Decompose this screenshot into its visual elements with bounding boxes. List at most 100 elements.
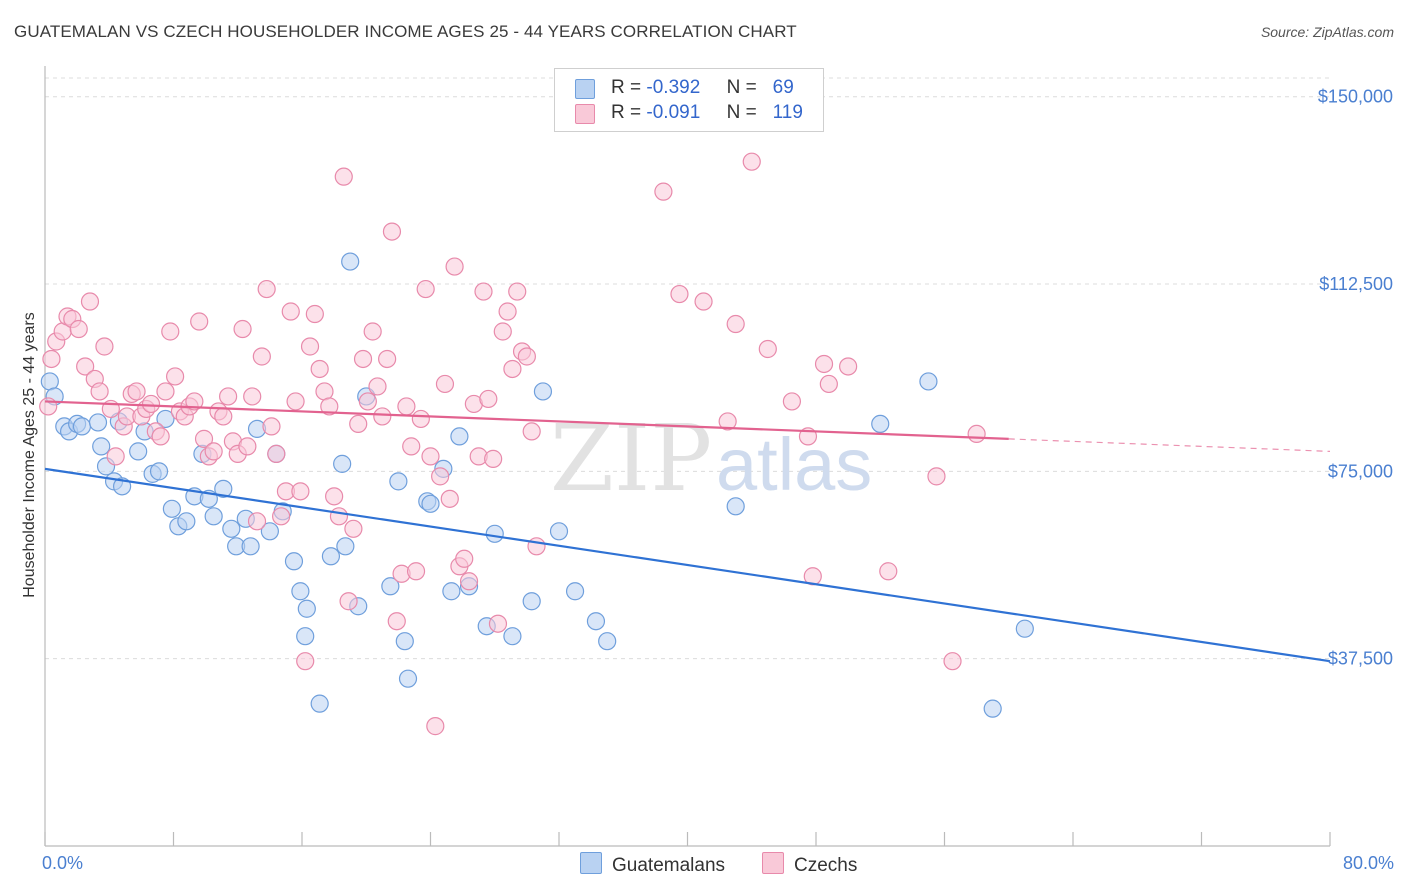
point-czechs [484,449,503,468]
point-czechs [190,312,209,331]
point-guatemalans [398,669,418,688]
point-guatemalans [291,582,310,601]
chart-title: GUATEMALAN VS CZECH HOUSEHOLDER INCOME A… [14,22,797,41]
bottom-legend-czechs: Czechs [762,852,857,877]
point-guatemalans [549,522,569,541]
bottom-legend-swatch-guatemalans [580,852,602,874]
point-czechs [455,549,474,568]
point-guatemalans [983,699,1002,718]
point-czechs [382,222,402,241]
point-guatemalans [919,372,938,391]
point-czechs [69,319,88,339]
point-guatemalans [336,537,355,556]
point-czechs [90,382,109,401]
point-guatemalans [204,507,223,526]
legend-n-value: 69 [772,77,794,98]
point-czechs [459,572,479,591]
point-guatemalans [485,524,504,543]
point-czechs [421,447,440,466]
y-axis-title: Householder Income Ages 25 - 44 years [21,312,38,598]
y-tick-label: $37,500 [1328,649,1393,669]
legend-swatch-czechs [575,104,595,124]
trend-line-czechs [44,400,1009,440]
point-czechs [243,387,262,406]
point-guatemalans [241,537,260,556]
point-czechs [416,279,435,299]
point-czechs [927,467,946,486]
point-guatemalans [522,592,541,611]
point-czechs [368,377,387,396]
point-guatemalans [871,414,890,434]
point-czechs [185,392,204,411]
point-guatemalans [129,442,148,461]
point-czechs [42,349,61,369]
point-czechs [76,357,95,376]
point-czechs [373,407,392,426]
point-czechs [166,367,185,386]
point-guatemalans [40,372,59,391]
point-czechs [397,397,416,416]
point-czechs [517,347,536,366]
point-guatemalans [586,612,606,631]
point-czechs [358,392,377,411]
point-czechs [257,279,276,299]
point-czechs [353,349,373,369]
point-czechs [320,397,339,416]
point-czechs [334,167,353,186]
point-guatemalans [503,627,522,646]
point-czechs [522,422,541,441]
point-czechs [238,437,257,456]
point-czechs [967,424,986,444]
point-guatemalans [341,252,360,271]
point-guatemalans [297,599,316,618]
correlation-legend: R = -0.392 N = 69 R = -0.091 N = 119 [554,68,824,132]
point-czechs [426,717,445,736]
point-czechs [141,394,161,414]
point-czechs [233,319,252,339]
point-czechs [286,392,305,411]
point-czechs [498,302,517,321]
y-tick-label: $75,000 [1328,461,1393,481]
point-guatemalans [321,547,341,566]
point-guatemalans [1015,619,1034,638]
point-czechs [445,257,464,276]
point-guatemalans [88,413,108,432]
point-czechs [435,374,455,394]
point-guatemalans [296,627,315,646]
point-czechs [247,512,267,531]
point-czechs [503,359,522,379]
point-czechs [726,314,745,334]
point-czechs [349,414,368,434]
point-czechs [387,612,406,631]
point-czechs [402,437,421,456]
point-guatemalans [389,472,408,491]
trend-line-czechs-extension [1008,438,1331,452]
legend-n-value: 119 [772,102,803,123]
source-label: Source: ZipAtlas.com [1260,24,1394,40]
point-czechs [252,347,271,366]
point-czechs [363,322,382,341]
point-guatemalans [72,417,92,436]
legend-r-label: R = [611,102,642,123]
watermark-atlas: atlas [716,423,872,506]
point-guatemalans [214,479,233,498]
point-czechs [378,349,397,369]
point-czechs [819,374,838,394]
legend-swatch-guatemalans [575,79,595,99]
point-czechs [411,409,430,429]
point-czechs [310,359,329,379]
point-czechs [325,487,344,506]
point-czechs [95,337,114,356]
point-czechs [406,562,426,581]
point-guatemalans [310,694,329,713]
point-czechs [281,302,300,321]
point-guatemalans [149,462,169,481]
point-guatemalans [450,427,469,446]
point-guatemalans [421,494,440,513]
point-czechs [291,482,310,501]
point-czechs [339,592,358,611]
point-czechs [194,429,214,448]
point-guatemalans [565,582,585,601]
x-tick-label: 0.0% [42,853,83,873]
